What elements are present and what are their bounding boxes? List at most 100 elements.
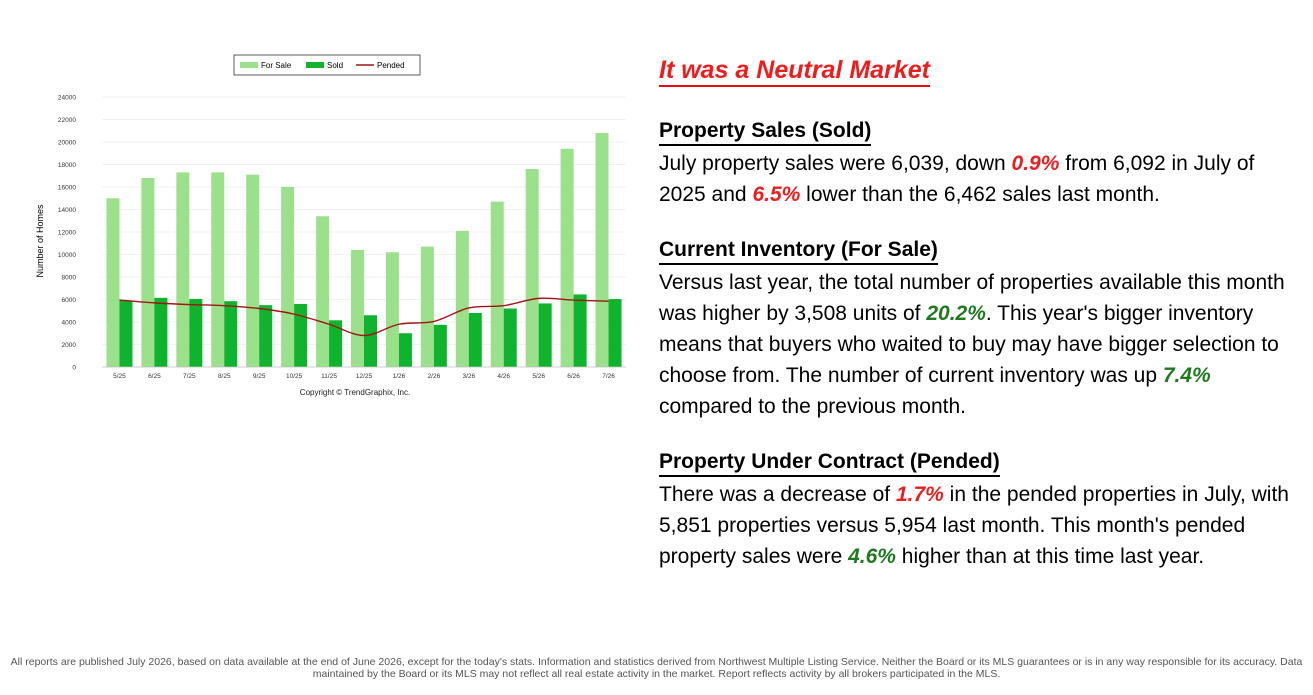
bar-sold bbox=[433, 324, 447, 367]
x-tick-label: 4/26 bbox=[497, 373, 510, 380]
x-tick-label: 9/25 bbox=[253, 373, 266, 380]
x-tick-label: 12/25 bbox=[356, 373, 373, 380]
sold-text-3: lower than the 6,462 sales last month. bbox=[800, 183, 1160, 206]
legend-label-for-sale: For Sale bbox=[261, 61, 292, 70]
y-tick-label: 6000 bbox=[62, 297, 77, 304]
sold-text-2: from 6,092 in July of 2025 and bbox=[659, 152, 1255, 206]
bar-sold bbox=[119, 300, 133, 367]
inventory-pct-1: 20.2% bbox=[926, 302, 986, 325]
y-axis-label: Number of Homes bbox=[35, 204, 45, 278]
pended-text-1: There was a decrease of bbox=[659, 483, 896, 506]
pended-pct-2: 4.6% bbox=[848, 545, 896, 568]
pended-pct-1: 1.7% bbox=[895, 483, 944, 506]
x-tick-label: 7/26 bbox=[602, 373, 615, 380]
y-tick-label: 16000 bbox=[58, 184, 76, 191]
bar-for-sale bbox=[176, 172, 190, 367]
bar-sold bbox=[259, 305, 273, 367]
section-property-sales: Property Sales (Sold) July property sale… bbox=[659, 119, 1304, 210]
bar-for-sale bbox=[141, 178, 155, 367]
pended-line bbox=[119, 297, 609, 337]
section-under-contract: Property Under Contract (Pended) There w… bbox=[659, 450, 1304, 572]
bar-sold bbox=[503, 308, 517, 367]
x-tick-label: 10/25 bbox=[286, 373, 303, 380]
sold-pct-2: 6.5% bbox=[752, 183, 801, 206]
x-tick-label: 1/26 bbox=[393, 373, 406, 380]
market-chart: 0 2000 4000 6000 8000 10000 12000 14000 16000 180… bbox=[28, 50, 633, 405]
section-body-sold: July property sales were 6,039, down 0.9… bbox=[659, 148, 1304, 210]
headline: It was a Neutral Market bbox=[659, 55, 930, 87]
y-tick-label: 14000 bbox=[58, 207, 76, 214]
pended-text-2: in the pended properties in July, with 5… bbox=[659, 483, 1289, 568]
legend-label-sold: Sold bbox=[327, 61, 343, 70]
x-tick-label: 5/25 bbox=[113, 373, 126, 380]
section-body-inventory: Versus last year, the total number of pr… bbox=[659, 267, 1304, 422]
bar-sold bbox=[608, 299, 622, 367]
y-tick-label: 2000 bbox=[62, 342, 77, 349]
bar-for-sale bbox=[351, 250, 364, 367]
bar-for-sale bbox=[525, 169, 539, 367]
market-summary: It was a Neutral Market Property Sales (… bbox=[659, 55, 1304, 572]
y-tick-label: 18000 bbox=[58, 162, 76, 169]
legend-swatch-for-sale bbox=[240, 62, 258, 68]
bar-sold bbox=[398, 333, 412, 367]
bar-for-sale bbox=[560, 148, 574, 367]
bar-sold bbox=[573, 294, 587, 367]
x-tick-label: 7/25 bbox=[183, 373, 196, 380]
bar-sold bbox=[364, 315, 377, 367]
y-tick-label: 10000 bbox=[58, 252, 76, 259]
bar-for-sale bbox=[420, 246, 434, 367]
sold-pct-1: 0.9% bbox=[1011, 152, 1060, 175]
chart-copyright: Copyright © TrendGraphix, Inc. bbox=[300, 388, 410, 397]
bar-sold bbox=[189, 298, 203, 367]
chart-legend: For Sale Sold Pended bbox=[233, 54, 421, 76]
x-tick-label: 6/26 bbox=[567, 373, 580, 380]
bar-for-sale bbox=[316, 216, 330, 367]
y-tick-label: 12000 bbox=[58, 229, 76, 236]
bar-for-sale bbox=[106, 198, 120, 367]
bar-for-sale bbox=[246, 174, 260, 367]
bar-sold bbox=[538, 303, 552, 367]
bars bbox=[106, 133, 622, 367]
bar-sold bbox=[294, 304, 308, 367]
x-tick-label: 3/26 bbox=[462, 373, 475, 380]
legend-label-pended: Pended bbox=[377, 61, 405, 70]
y-tick-label: 8000 bbox=[62, 274, 77, 281]
bar-for-sale bbox=[455, 230, 469, 367]
x-tick-label: 6/25 bbox=[148, 373, 161, 380]
x-tick-label: 2/26 bbox=[428, 373, 441, 380]
section-title-inventory: Current Inventory (For Sale) bbox=[659, 238, 938, 265]
y-tick-label: 24000 bbox=[58, 94, 76, 101]
pended-text-3: higher than at this time last year. bbox=[895, 545, 1205, 568]
inventory-text-3: compared to the previous month. bbox=[659, 395, 967, 418]
chart-svg: 0 2000 4000 6000 8000 10000 12000 14000 16000 180… bbox=[35, 54, 626, 397]
pended-line-layer bbox=[119, 297, 609, 337]
section-title-pended: Property Under Contract (Pended) bbox=[659, 450, 1000, 477]
bar-for-sale bbox=[490, 201, 504, 367]
y-tick-label: 22000 bbox=[58, 117, 76, 124]
bar-for-sale bbox=[281, 187, 295, 367]
inventory-text-1: Versus last year, the total number of pr… bbox=[659, 271, 1285, 325]
bar-sold bbox=[154, 297, 168, 367]
x-tick-label: 8/25 bbox=[218, 373, 231, 380]
x-tick-label: 5/26 bbox=[532, 373, 545, 380]
inventory-text-2: . This year's bigger inventory means tha… bbox=[659, 302, 1279, 387]
bar-for-sale bbox=[385, 252, 399, 367]
bar-for-sale bbox=[211, 172, 225, 367]
sold-text-1: July property sales were 6,039, down bbox=[659, 152, 1012, 175]
section-body-pended: There was a decrease of 1.7% in the pend… bbox=[659, 479, 1304, 572]
inventory-pct-2: 7.4% bbox=[1162, 364, 1211, 387]
y-tick-label: 4000 bbox=[62, 319, 77, 326]
bar-sold bbox=[329, 320, 343, 367]
bar-sold bbox=[468, 313, 482, 367]
bar-for-sale bbox=[595, 133, 609, 367]
disclaimer: All reports are published July 2026, bas… bbox=[10, 656, 1303, 680]
legend-swatch-sold bbox=[306, 62, 324, 68]
section-title-sold: Property Sales (Sold) bbox=[659, 119, 872, 146]
y-axis-ticks: 0 2000 4000 6000 8000 10000 12000 14000 16000 180… bbox=[58, 94, 76, 371]
legend-box bbox=[233, 54, 421, 76]
y-tick-label: 20000 bbox=[58, 139, 76, 146]
bar-sold bbox=[224, 301, 238, 367]
section-current-inventory: Current Inventory (For Sale) Versus last… bbox=[659, 238, 1304, 422]
y-tick-label: 0 bbox=[72, 364, 76, 371]
x-tick-label: 11/25 bbox=[321, 373, 337, 380]
